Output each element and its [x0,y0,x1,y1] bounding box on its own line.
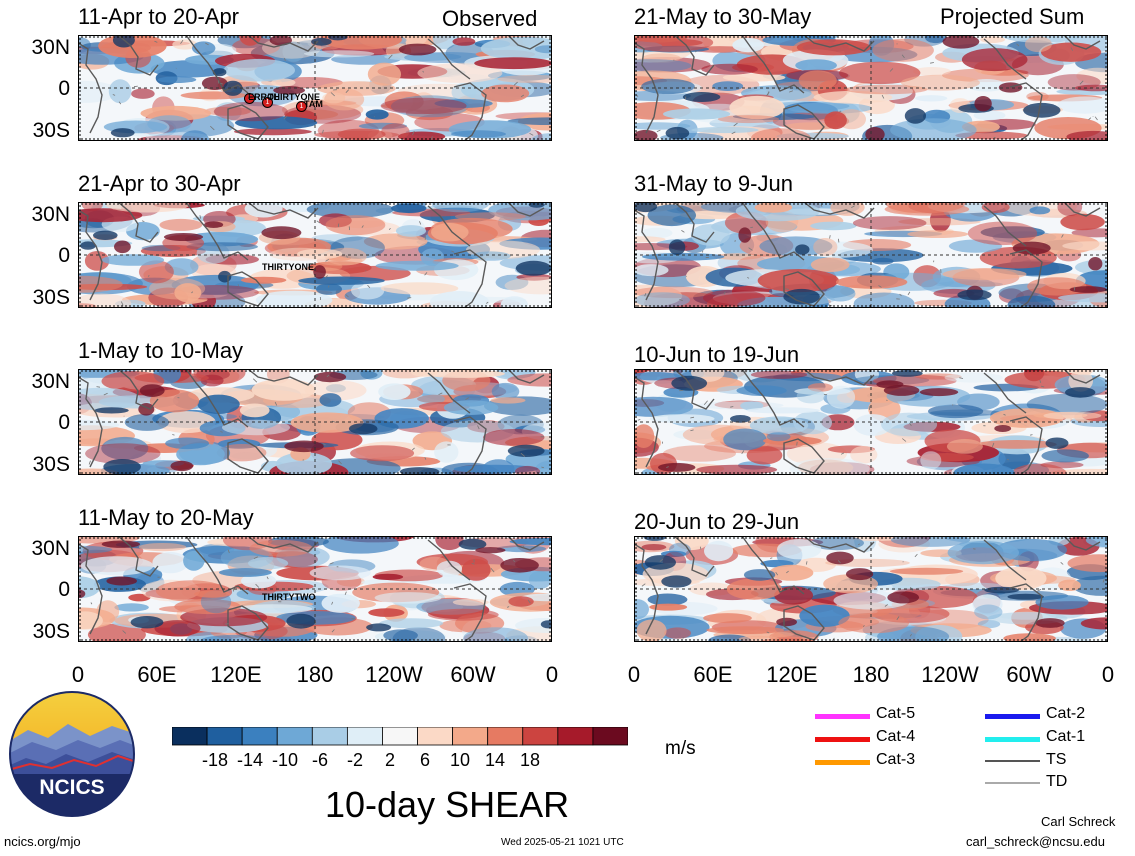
lon-tick-120w: 120W [365,662,423,687]
projected-label: Projected Sum [940,4,1085,29]
shear-map-panel [78,369,552,475]
ncics-logo: NCICS [9,691,135,817]
units-label: m/s [665,738,696,759]
shear-map-panel [634,202,1108,308]
storm-label: THIRTYTWO [262,592,316,602]
lat-tick-0: 0 [58,77,70,100]
lat-tick-30s: 30S [32,620,70,643]
lat-tick-30n: 30N [31,537,70,560]
footer-timestamp: Wed 2025-05-21 1021 UTC [501,837,624,848]
panel-title-6: 31-May to 9-Jun [634,171,793,196]
colorbar-swatch [557,727,594,746]
lat-tick-30s: 30S [32,453,70,476]
panel-title-1: 11-Apr to 20-Apr [78,4,240,29]
shear-map-panel [634,369,1108,475]
colorbar-swatch [522,727,559,746]
lon-tick-60w: 60W [1006,662,1052,687]
colorbar-tick: 14 [484,750,506,770]
storm-label: ERROL [248,92,280,102]
colorbar-swatch [206,727,243,746]
storm-label: THIRTYONE [262,262,315,272]
colorbar-swatch [382,727,418,746]
storm-marker: 1 [296,101,307,112]
shear-map-panel [634,536,1108,642]
colorbar-swatch [487,727,524,746]
legend-label-cat-2: Cat-2 [1046,705,1086,722]
storm-label: THIRTYONE [268,92,321,102]
lat-tick-30s: 30S [32,286,70,309]
shear-map-panel [78,536,552,642]
colorbar-tick: -10 [271,750,299,770]
lon-tick-180: 180 [296,662,334,687]
lon-tick-60e: 60E [137,662,177,687]
lat-tick-0: 0 [58,411,70,434]
storm-marker: 1 [244,93,255,104]
panel-title-8: 20-Jun to 29-Jun [634,509,800,534]
lat-tick-0: 0 [58,244,70,267]
shear-map-panel [634,35,1108,141]
shear-map-panel [78,35,552,141]
legend-line-td [985,782,1040,784]
lon-tick-120e: 120E [766,662,818,687]
colorbar-swatch [592,727,628,746]
legend-line-cat-5 [815,714,870,719]
legend-label-cat-3: Cat-3 [876,751,916,768]
legend-line-cat-1 [985,737,1040,742]
lat-tick-0: 0 [58,578,70,601]
panel-title-5: 21-May to 30-May [634,4,812,29]
footer-author: Carl Schreck [1041,814,1116,829]
colorbar-tick: -6 [311,750,329,770]
colorbar-tick: 6 [419,750,431,770]
panel-title-4: 11-May to 20-May [78,505,254,530]
lat-tick-30n: 30N [31,370,70,393]
panel-title-3: 1-May to 10-May [78,338,244,363]
legend-label-cat-5: Cat-5 [876,705,916,722]
colorbar-tick: 18 [519,750,541,770]
colorbar [172,727,628,746]
footer-email[interactable]: carl_schreck@ncsu.edu [966,834,1105,849]
legend-label-td: TD [1046,773,1068,790]
shear-map-panel [78,202,552,308]
lon-tick-60e: 60E [693,662,733,687]
colorbar-swatch [311,727,348,746]
colorbar-swatch [417,727,454,746]
colorbar-tick: -18 [201,750,229,770]
colorbar-swatch [276,727,313,746]
lon-tick-0: 0 [1101,662,1115,687]
colorbar-swatch [241,727,278,746]
panel-title-7: 10-Jun to 19-Jun [634,342,800,367]
colorbar-tick: 2 [384,750,396,770]
storm-marker: 1 [262,97,273,108]
colorbar-swatch [172,727,208,746]
legend-line-ts [985,760,1040,762]
legend-label-cat-1: Cat-1 [1046,728,1086,745]
legend-label-ts: TS [1046,751,1067,768]
storm-label: TAM [304,99,323,109]
lon-tick-120e: 120E [210,662,262,687]
lat-tick-30s: 30S [32,119,70,142]
colorbar-tick: -2 [346,750,364,770]
colorbar-tick: -14 [236,750,264,770]
lat-tick-30n: 30N [31,203,70,226]
logo-text: NCICS [39,776,104,799]
colorbar-swatch [346,727,383,746]
legend-line-cat-4 [815,737,870,742]
observed-label: Observed [442,6,538,31]
colorbar-tick: 10 [449,750,471,770]
lon-tick-0: 0 [545,662,559,687]
lon-tick-120w: 120W [921,662,979,687]
lon-tick-0: 0 [627,662,641,687]
legend-line-cat-3 [815,760,870,765]
lat-tick-30n: 30N [31,36,70,59]
legend-line-cat-2 [985,714,1040,719]
panel-title-2: 21-Apr to 30-Apr [78,171,241,196]
lon-tick-60w: 60W [450,662,496,687]
legend-label-cat-4: Cat-4 [876,728,916,745]
colorbar-swatch [452,727,489,746]
footer-url[interactable]: ncics.org/mjo [4,834,81,849]
main-title: 10-day SHEAR [325,784,570,825]
lon-tick-0: 0 [71,662,85,687]
lon-tick-180: 180 [852,662,890,687]
